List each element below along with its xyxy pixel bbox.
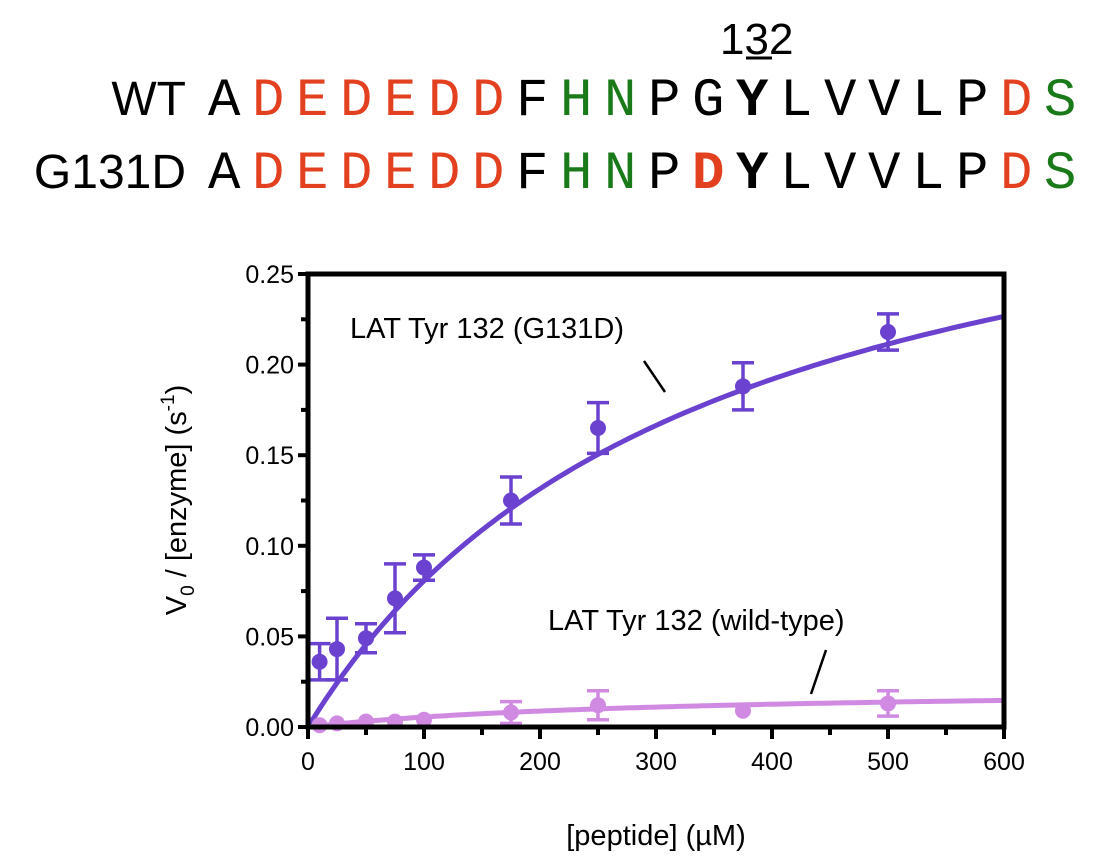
residue-7: D (472, 71, 504, 132)
g131d-data-point (880, 323, 896, 340)
x-axis-title: [peptide] (µM) (566, 820, 746, 852)
x-tick-label: 500 (867, 748, 909, 776)
residue-8: F (516, 144, 548, 205)
y-tick-label: 0.10 (245, 533, 294, 561)
residue-20: S (1044, 144, 1076, 205)
residue-15: V (824, 71, 857, 132)
x-tick-label: 400 (751, 748, 793, 776)
g131d-annotation-leader (642, 360, 667, 393)
residue-5: E (384, 71, 416, 132)
g131d-data-point (311, 653, 328, 670)
wildtype-data-point (735, 702, 751, 719)
residue-6: D (428, 144, 460, 205)
plot-frame (305, 271, 1007, 730)
residue-17: L (912, 144, 944, 205)
residue-15: V (824, 144, 857, 205)
residue-13: Y (736, 71, 769, 132)
x-tick-label: 100 (403, 748, 445, 776)
residue-19: D (1000, 144, 1032, 205)
x-tick-label: 200 (519, 748, 561, 776)
residue-6: D (428, 71, 460, 132)
residue-3: E (296, 71, 328, 132)
wildtype-data-point (503, 704, 519, 721)
x-tick-label: 300 (635, 748, 677, 776)
residue-11: P (648, 71, 680, 132)
wildtype-annotation-leader (809, 649, 828, 695)
residue-5: E (384, 144, 416, 205)
residue-12: D (692, 144, 724, 205)
residue-4: D (340, 144, 372, 205)
position-label: 132 (720, 15, 793, 64)
residue-16: V (868, 144, 901, 205)
residue-17: L (912, 71, 944, 132)
data-points (308, 312, 899, 734)
g131d-data-point (503, 492, 519, 509)
wt-row-label: WT (111, 73, 186, 126)
residue-10: N (604, 71, 636, 132)
residue-3: E (296, 144, 328, 205)
wildtype-data-point (416, 711, 432, 728)
residue-2: D (252, 144, 284, 205)
y-tick-label: 0.15 (245, 442, 294, 470)
position-digit-2: 2 (769, 15, 793, 64)
x-axis-ticks: 0 100 200 300 400 500 600 (301, 727, 1025, 776)
wildtype-fit-curve (305, 697, 1007, 730)
position-label-group: 132 (720, 15, 793, 64)
residue-1: A (208, 71, 241, 132)
residue-8: F (516, 71, 548, 132)
residue-10: N (604, 144, 636, 205)
x-tick-label: 0 (301, 748, 315, 776)
residue-13: Y (736, 144, 769, 205)
residue-11: P (648, 144, 680, 205)
y-axis-title-sup: -1 (158, 394, 179, 411)
position-digit-1: 1 (720, 15, 744, 64)
x-tick-label: 600 (983, 748, 1025, 776)
wildtype-data-point (590, 697, 606, 714)
y-axis-title-rest: / [enzyme] (s (161, 411, 193, 585)
residue-4: D (340, 71, 372, 132)
y-tick-label: 0.00 (245, 714, 294, 742)
wildtype-annotation: LAT Tyr 132 (wild-type) (548, 605, 845, 637)
residue-2: D (252, 71, 284, 132)
y-tick-label: 0.25 (245, 261, 294, 289)
wildtype-data-point (880, 695, 896, 712)
y-axis-title: V0 / [enzyme] (s-1) (158, 385, 199, 616)
residue-14: L (780, 144, 812, 205)
residue-9: H (560, 144, 592, 205)
g131d-row-label: G131D (34, 146, 186, 199)
residue-19: D (1000, 71, 1032, 132)
kinetics-chart: 0.00 0.05 0.10 0.15 0.20 0.25 0 100 200 300 400 50… (158, 261, 1025, 852)
g131d-data-point (590, 420, 606, 437)
y-axis-title-end: ) (161, 385, 193, 395)
y-axis-ticks: 0.00 0.05 0.10 0.15 0.20 0.25 (245, 261, 308, 742)
g131d-annotation: LAT Tyr 132 (G131D) (350, 313, 624, 345)
position-digit-3: 3 (744, 15, 768, 64)
g131d-data-point (735, 378, 751, 395)
residue-1: A (208, 144, 241, 205)
g131d-data-point (387, 590, 403, 607)
g131d-data-point (416, 559, 432, 576)
g131d-data-point (329, 641, 345, 658)
y-axis-title-sub: 0 (178, 585, 199, 596)
residue-7: D (472, 144, 504, 205)
y-tick-label: 0.05 (245, 623, 294, 651)
residue-14: L (780, 71, 812, 132)
g131d-data-point (358, 630, 374, 647)
residue-9: H (560, 71, 592, 132)
residue-12: G (692, 71, 724, 132)
residue-18: P (956, 71, 988, 132)
y-axis-title-v: V (161, 595, 193, 615)
residue-18: P (956, 144, 988, 205)
y-tick-label: 0.20 (245, 352, 294, 380)
residue-16: V (868, 71, 901, 132)
residue-20: S (1044, 71, 1076, 132)
